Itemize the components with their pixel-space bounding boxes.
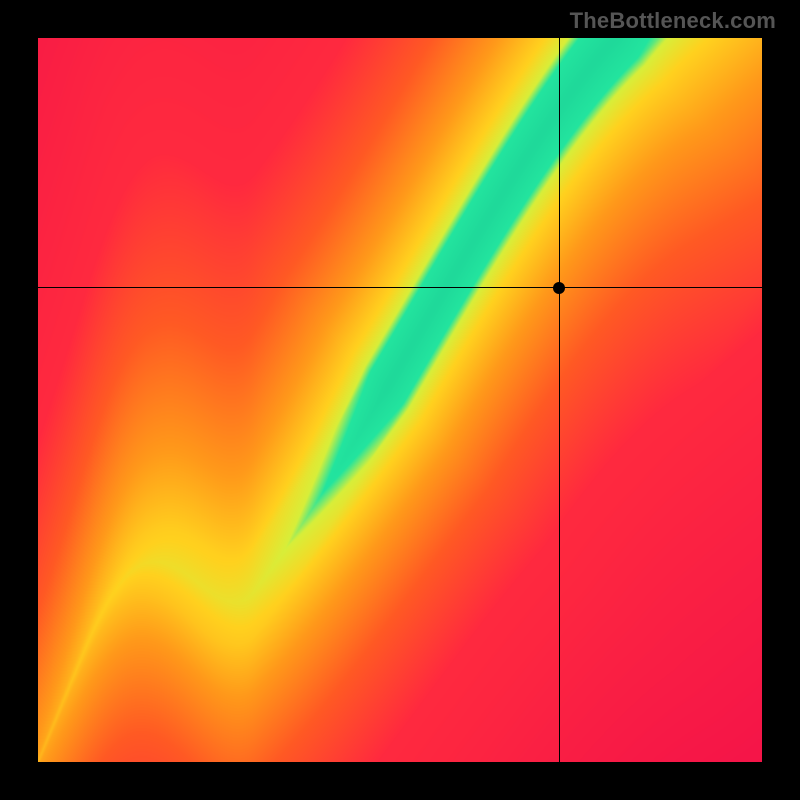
plot-frame: [38, 38, 762, 762]
selection-marker: [553, 282, 565, 294]
chart-container: TheBottleneck.com: [0, 0, 800, 800]
crosshair-vertical: [559, 38, 560, 762]
heatmap-canvas: [38, 38, 762, 762]
watermark-text: TheBottleneck.com: [570, 8, 776, 34]
crosshair-horizontal: [38, 287, 762, 288]
